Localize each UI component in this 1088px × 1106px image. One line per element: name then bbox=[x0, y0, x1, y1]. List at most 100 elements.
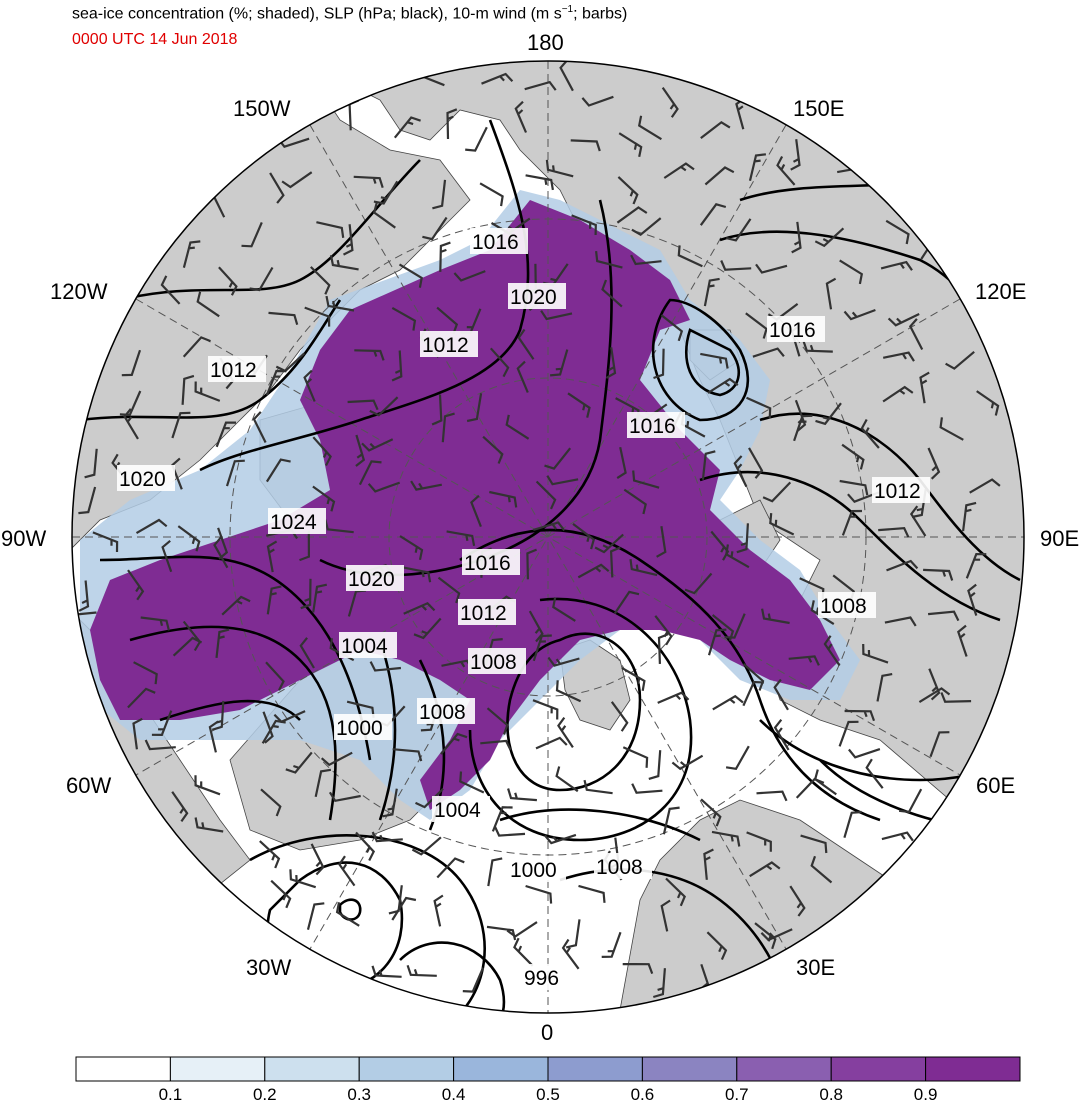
wind-barb bbox=[561, 938, 580, 970]
wind-barb bbox=[171, 411, 191, 439]
slp-label: 1016 bbox=[769, 319, 816, 342]
wind-barb bbox=[762, 481, 792, 503]
valid-time: 0000 UTC 14 Jun 2018 bbox=[72, 31, 238, 48]
wind-barb bbox=[436, 857, 465, 879]
lon-label-120e: 120E bbox=[975, 279, 1027, 304]
lon-label-150e: 150E bbox=[793, 96, 845, 121]
wind-barb bbox=[622, 963, 654, 974]
colorbar-swatch bbox=[169, 1056, 266, 1082]
wind-barb bbox=[92, 531, 119, 553]
wind-barb bbox=[923, 568, 954, 581]
wind-barb bbox=[882, 385, 914, 403]
wind-barb bbox=[382, 788, 398, 818]
wind-barb bbox=[632, 470, 660, 489]
wind-barb bbox=[881, 831, 914, 842]
wind-barb bbox=[707, 377, 739, 394]
wind-barb bbox=[841, 443, 865, 470]
wind-barb bbox=[631, 217, 662, 237]
wind-barb bbox=[266, 585, 282, 615]
wind-barb bbox=[848, 748, 881, 759]
wind-barb bbox=[748, 153, 767, 182]
figure-title: sea-ice concentration (%; shaded), SLP (… bbox=[72, 4, 628, 23]
wind-barbs bbox=[72, 61, 1001, 999]
wind-barb bbox=[929, 731, 950, 758]
wind-barb bbox=[265, 369, 287, 396]
wind-barb bbox=[353, 175, 384, 189]
wind-barb bbox=[436, 306, 459, 335]
slp-label: 1020 bbox=[119, 468, 166, 491]
wind-barb bbox=[583, 779, 613, 795]
wind-barb bbox=[507, 788, 537, 802]
wind-barb bbox=[847, 491, 880, 504]
wind-barb bbox=[431, 394, 443, 426]
wind-barb bbox=[841, 509, 863, 536]
wind-barb bbox=[552, 597, 576, 622]
wind-barb bbox=[479, 182, 504, 207]
wind-barb bbox=[306, 902, 325, 930]
slp-label: 1008 bbox=[820, 595, 867, 618]
wind-barb bbox=[880, 260, 913, 271]
wind-barb bbox=[629, 559, 658, 577]
wind-barb bbox=[800, 834, 828, 854]
slp-label: 1024 bbox=[270, 511, 317, 534]
colorbar-tick-label: 0.4 bbox=[441, 1085, 466, 1104]
wind-barb bbox=[882, 351, 915, 362]
wind-barb bbox=[671, 754, 704, 771]
wind-barb bbox=[791, 221, 802, 254]
colorbar-tick-label: 0.3 bbox=[347, 1085, 372, 1104]
graticule bbox=[72, 61, 1024, 1013]
wind-barb bbox=[446, 108, 458, 140]
wind-barb bbox=[613, 590, 640, 615]
wind-barb bbox=[462, 967, 485, 993]
wind-barb bbox=[78, 486, 97, 515]
wind-barb bbox=[525, 884, 553, 904]
wind-barb bbox=[470, 494, 482, 528]
colorbar-tick-label: 0.5 bbox=[536, 1085, 560, 1104]
wind-barb bbox=[749, 861, 781, 878]
wind-barb bbox=[516, 360, 529, 393]
wind-barb bbox=[182, 336, 211, 358]
map-boundary bbox=[71, 60, 1025, 1014]
wind-barb bbox=[422, 216, 448, 241]
wind-barb bbox=[637, 115, 662, 141]
wind-barb bbox=[403, 601, 436, 615]
wind-barb bbox=[572, 523, 596, 550]
wind-barb bbox=[532, 521, 566, 532]
wind-barb bbox=[559, 61, 574, 92]
wind-barb bbox=[957, 624, 968, 657]
colorbar-swatch bbox=[925, 1056, 1021, 1082]
wind-barb bbox=[482, 435, 504, 464]
colorbar-swatch bbox=[264, 1056, 360, 1082]
wind-barb bbox=[392, 748, 423, 762]
wind-barb bbox=[262, 711, 274, 744]
wind-barb bbox=[555, 766, 579, 793]
wind-barb bbox=[756, 790, 788, 802]
wind-barb bbox=[657, 633, 669, 664]
wind-barb bbox=[415, 788, 444, 809]
wind-barb bbox=[571, 214, 597, 236]
wind-barb bbox=[746, 396, 772, 419]
wind-barb bbox=[656, 526, 667, 558]
wind-barb bbox=[885, 219, 910, 245]
wind-barb bbox=[967, 583, 978, 616]
wind-barb bbox=[610, 701, 629, 732]
wind-barb bbox=[355, 831, 376, 861]
wind-barb bbox=[320, 751, 353, 767]
wind-barb bbox=[249, 266, 274, 292]
wind-barb bbox=[838, 720, 859, 747]
wind-barb bbox=[567, 392, 591, 418]
wind-barb bbox=[621, 666, 646, 691]
wind-barb bbox=[540, 310, 573, 321]
wind-barb bbox=[221, 595, 251, 616]
wind-barb bbox=[172, 636, 203, 657]
wind-barb bbox=[700, 352, 729, 369]
wind-barb bbox=[465, 126, 488, 152]
wind-barb bbox=[545, 159, 574, 178]
wind-barb bbox=[648, 750, 662, 780]
wind-barb bbox=[524, 80, 557, 91]
wind-barb bbox=[724, 613, 746, 639]
wind-barb bbox=[78, 580, 90, 612]
wind-barb bbox=[618, 132, 643, 158]
wind-barb bbox=[733, 455, 748, 488]
wind-barb bbox=[605, 347, 617, 379]
